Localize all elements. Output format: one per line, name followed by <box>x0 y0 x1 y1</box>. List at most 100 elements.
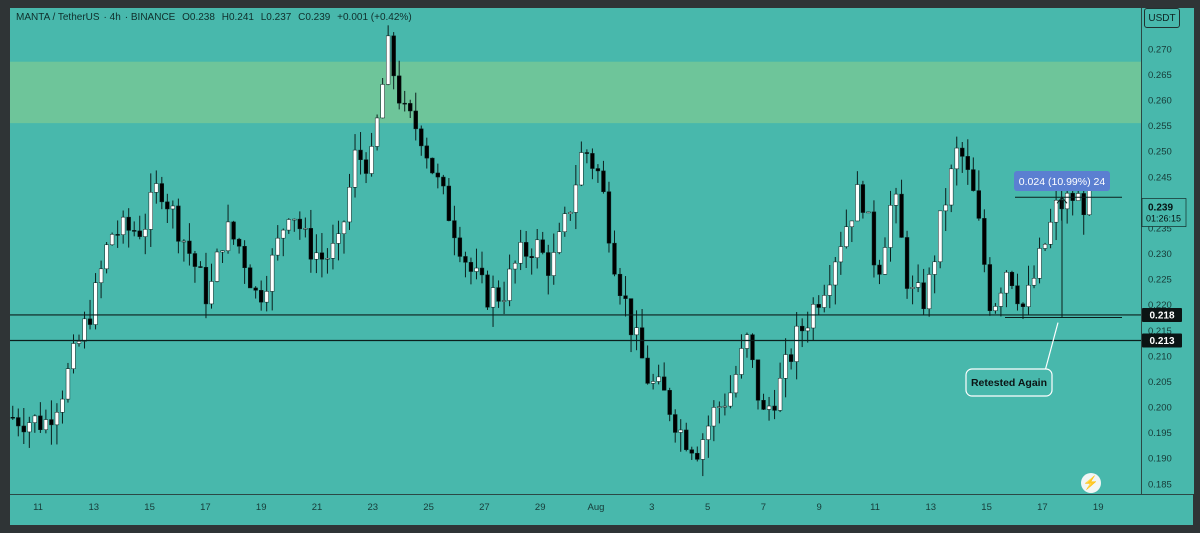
currency-button[interactable]: USDT <box>1144 8 1180 28</box>
upper-support-badge <box>1142 307 1182 322</box>
bullish-candle <box>93 282 98 325</box>
bullish-candle <box>1037 248 1042 279</box>
bearish-candle <box>38 415 43 430</box>
bullish-candle <box>766 405 772 410</box>
legend-exchange: BINANCE <box>130 12 176 23</box>
bearish-candle <box>242 246 247 268</box>
legend-high: H0.241 <box>221 12 254 23</box>
bearish-candle <box>921 282 926 310</box>
bearish-candle <box>606 191 612 244</box>
time-tick-label: 13 <box>926 502 937 513</box>
price-tick-label: 0.245 <box>1148 172 1172 183</box>
bullish-candle <box>325 258 330 260</box>
callout-pointer <box>1044 322 1059 372</box>
bullish-candle <box>104 244 109 270</box>
bullish-candle <box>1026 284 1031 307</box>
bearish-candle <box>236 238 242 247</box>
bearish-candle <box>982 218 987 265</box>
bearish-candle <box>408 103 413 112</box>
bullish-candle <box>43 419 49 430</box>
bearish-candle <box>319 252 325 260</box>
legend-open: O0.238 <box>182 12 215 23</box>
time-tick-label: 29 <box>535 502 546 513</box>
bullish-candle <box>32 415 37 423</box>
bullish-candle <box>1087 189 1092 216</box>
bullish-candle <box>855 184 860 222</box>
bearish-candle <box>877 264 882 275</box>
bearish-candle <box>976 190 981 219</box>
bullish-candle <box>711 407 717 427</box>
bullish-candle <box>369 146 374 174</box>
price-tick-label: 0.270 <box>1148 44 1172 55</box>
bullish-candle <box>54 412 60 426</box>
bullish-candle <box>833 261 838 286</box>
bearish-candle <box>391 35 396 77</box>
bullish-candle <box>1065 192 1070 210</box>
bearish-candle <box>468 262 474 272</box>
bearish-candle <box>673 414 678 433</box>
bullish-candle <box>562 213 567 233</box>
legend-interval: 4h <box>109 12 121 23</box>
bullish-candle <box>264 291 269 303</box>
bearish-candle <box>960 147 965 157</box>
time-tick-label: 5 <box>705 502 710 513</box>
bullish-candle <box>65 368 71 400</box>
bearish-candle <box>860 184 866 213</box>
bullish-candle <box>225 221 231 251</box>
bullish-candle <box>385 35 391 85</box>
bearish-candle <box>595 168 601 172</box>
bearish-candle <box>413 110 418 130</box>
bearish-candle <box>800 325 805 332</box>
time-tick-label: 19 <box>256 502 267 513</box>
price-tick-label: 0.255 <box>1148 121 1172 132</box>
symbol-legend: MANTA / TetherUS · 4h · BINANCE O0.238 H0.… <box>16 12 412 23</box>
bullish-candle <box>170 205 176 210</box>
price-tick-label: 0.260 <box>1148 96 1172 107</box>
bearish-candle <box>187 240 192 254</box>
bullish-candle <box>330 243 336 259</box>
bullish-candle <box>650 381 656 384</box>
time-tick-label: 11 <box>33 502 43 513</box>
bullish-candle <box>27 422 32 433</box>
time-axis-panel[interactable] <box>10 494 1193 525</box>
bullish-candle <box>121 216 126 235</box>
price-tick-label: 0.210 <box>1148 351 1172 362</box>
bullish-candle <box>209 281 214 305</box>
bullish-candle <box>678 429 683 433</box>
bullish-candle <box>954 147 959 170</box>
price-tick-label: 0.250 <box>1148 147 1172 158</box>
bearish-candle <box>87 318 93 325</box>
bullish-candle <box>82 318 87 342</box>
countdown-label: 01:26:15 <box>1146 214 1181 224</box>
bullish-candle <box>501 300 507 302</box>
bullish-candle <box>220 250 225 253</box>
price-axis-panel[interactable] <box>1141 8 1194 494</box>
bullish-candle <box>733 374 739 394</box>
bullish-candle <box>341 221 347 234</box>
bullish-candle <box>827 284 832 296</box>
bullish-candle <box>281 229 286 239</box>
bullish-candle <box>882 247 888 275</box>
bearish-candle <box>446 185 452 221</box>
tradingview-logo-icon[interactable]: ⚡ <box>1081 473 1101 493</box>
bearish-candle <box>297 218 302 230</box>
measure-arrow-head <box>1056 196 1068 204</box>
bearish-candle <box>529 256 534 258</box>
bearish-candle <box>259 290 264 303</box>
bearish-candle <box>457 237 463 257</box>
bullish-candle <box>926 274 932 310</box>
bearish-candle <box>402 102 407 105</box>
upper-support-badge-label: 0.218 <box>1149 310 1174 321</box>
bearish-candle <box>496 287 501 302</box>
bearish-candle <box>684 429 689 450</box>
bullish-candle <box>811 304 816 329</box>
legend-low: L0.237 <box>260 12 292 23</box>
bearish-candle <box>772 405 777 411</box>
time-tick-label: 21 <box>312 502 323 513</box>
bullish-candle <box>380 84 385 119</box>
bullish-candle <box>181 240 187 243</box>
bullish-candle <box>336 233 341 244</box>
bearish-candle <box>617 273 623 296</box>
price-tick-label: 0.230 <box>1148 249 1172 260</box>
